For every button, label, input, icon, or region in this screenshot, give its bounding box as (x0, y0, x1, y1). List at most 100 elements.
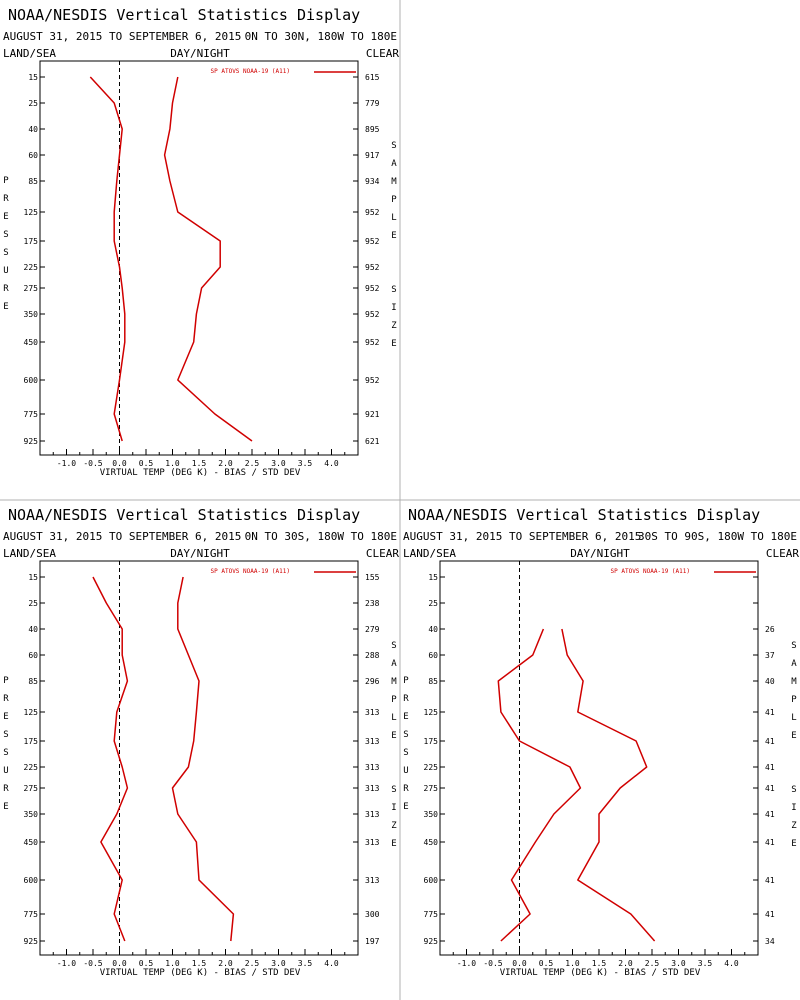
pressure-level-label: 600 (424, 876, 439, 885)
pressure-level-label: 450 (24, 338, 39, 347)
sample-size-label: 313 (365, 784, 380, 793)
sample-size-label: 288 (365, 651, 380, 660)
date-range: AUGUST 31, 2015 TO SEPTEMBER 6, 2015 (3, 530, 241, 543)
pressure-level-label: 350 (24, 310, 39, 319)
pressure-level-label: 225 (424, 763, 439, 772)
pressure-level-label: 775 (24, 410, 39, 419)
sample-size-label: 26 (765, 625, 775, 634)
sample-size-label: 313 (365, 838, 380, 847)
sample-size-label: 41 (765, 810, 775, 819)
pressure-level-label: 125 (24, 208, 39, 217)
x-tick-label: 4.0 (724, 959, 739, 968)
x-tick-label: 3.5 (298, 959, 313, 968)
surface-label: LAND/SEA (3, 547, 56, 560)
pressure-level-label: 85 (28, 677, 38, 686)
sample-size-label: 952 (365, 263, 380, 272)
sample-size-label: 917 (365, 151, 380, 160)
sample-size-label: 41 (765, 737, 775, 746)
legend-label: SP ATOVS NOAA-19 (A11) (611, 568, 690, 575)
sample-size-label: 313 (365, 810, 380, 819)
chart-panel-3: NOAA/NESDIS Vertical Statistics Display A… (403, 506, 799, 978)
sample-size-label: 41 (765, 876, 775, 885)
pressure-level-label: 775 (24, 910, 39, 919)
x-tick-label: 3.5 (298, 459, 313, 468)
sample-size-label: 41 (765, 838, 775, 847)
std-dev-line (561, 628, 656, 942)
x-axis-label: VIRTUAL TEMP (DEG K) - BIAS / STD DEV (100, 468, 301, 478)
time-label: DAY/NIGHT (170, 47, 230, 60)
sample-size-label: 615 (365, 73, 380, 82)
std-dev-line (171, 576, 235, 942)
pressure-level-label: 450 (424, 838, 439, 847)
date-range: AUGUST 31, 2015 TO SEPTEMBER 6, 2015 (403, 530, 641, 543)
x-tick-label: 1.5 (192, 459, 207, 468)
pressure-level-label: 925 (24, 937, 39, 946)
pressure-level-label: 85 (28, 177, 38, 186)
x-tick-label: 2.5 (645, 959, 660, 968)
sample-size-label: 921 (365, 410, 380, 419)
sample-size-label: 197 (365, 937, 380, 946)
x-tick-label: 2.0 (218, 459, 233, 468)
pressure-level-label: 175 (24, 237, 39, 246)
pressure-level-label: 60 (28, 651, 38, 660)
legend-label: SP ATOVS NOAA-19 (A11) (211, 568, 290, 575)
date-range: AUGUST 31, 2015 TO SEPTEMBER 6, 2015 (3, 30, 241, 43)
legend-label: SP ATOVS NOAA-19 (A11) (211, 68, 290, 75)
pressure-level-label: 15 (428, 573, 438, 582)
x-tick-label: -1.0 (457, 959, 476, 968)
pressure-level-label: 40 (28, 125, 38, 134)
x-tick-label: -1.0 (57, 959, 76, 968)
sample-size-label: 895 (365, 125, 380, 134)
x-tick-label: 0.5 (539, 959, 554, 968)
x-tick-label: 1.5 (192, 959, 207, 968)
surface-label: LAND/SEA (3, 47, 56, 60)
pressure-level-label: 275 (424, 784, 439, 793)
sample-size-label: 952 (365, 338, 380, 347)
sample-size-label: 37 (765, 651, 775, 660)
x-axis-label: VIRTUAL TEMP (DEG K) - BIAS / STD DEV (500, 968, 701, 978)
pressure-level-label: 450 (24, 838, 39, 847)
sky-label: CLEAR (766, 547, 799, 560)
x-axis-label: VIRTUAL TEMP (DEG K) - BIAS / STD DEV (100, 968, 301, 978)
x-tick-label: 3.0 (671, 959, 686, 968)
sky-label: CLEAR (366, 547, 399, 560)
std-dev-line (163, 76, 253, 442)
sample-size-label: 313 (365, 708, 380, 717)
x-tick-label: 3.0 (271, 959, 286, 968)
pressure-level-label: 85 (428, 677, 438, 686)
chart-title: NOAA/NESDIS Vertical Statistics Display (8, 506, 360, 524)
sample-size-label: 41 (765, 784, 775, 793)
x-tick-label: 0.5 (139, 459, 154, 468)
sample-size-label: 952 (365, 284, 380, 293)
plot-frame (39, 560, 359, 956)
sample-size-label: 40 (765, 677, 775, 686)
pressure-level-label: 15 (28, 73, 38, 82)
sample-size-label: 313 (365, 876, 380, 885)
pressure-level-label: 25 (28, 99, 38, 108)
x-tick-label: 1.0 (165, 959, 180, 968)
bias-line (497, 628, 582, 942)
sample-size-label: 952 (365, 208, 380, 217)
pressure-level-label: 40 (428, 625, 438, 634)
x-tick-label: 1.0 (165, 459, 180, 468)
sample-size-label: 934 (365, 177, 380, 186)
bias-line (92, 576, 129, 942)
pressure-level-label: 775 (424, 910, 439, 919)
chart-title: NOAA/NESDIS Vertical Statistics Display (408, 506, 760, 524)
sample-size-label: 952 (365, 310, 380, 319)
sample-size-label: 34 (765, 937, 775, 946)
time-label: DAY/NIGHT (170, 547, 230, 560)
chart-panel-2: NOAA/NESDIS Vertical Statistics Display A… (3, 506, 399, 978)
x-tick-label: 2.5 (245, 959, 260, 968)
pressure-level-label: 15 (28, 573, 38, 582)
pressure-level-label: 40 (28, 625, 38, 634)
x-tick-label: 2.5 (245, 459, 260, 468)
x-tick-label: 1.0 (565, 959, 580, 968)
plot-frame (39, 60, 359, 456)
x-tick-label: 3.5 (698, 959, 713, 968)
sample-size-label: 779 (365, 99, 380, 108)
